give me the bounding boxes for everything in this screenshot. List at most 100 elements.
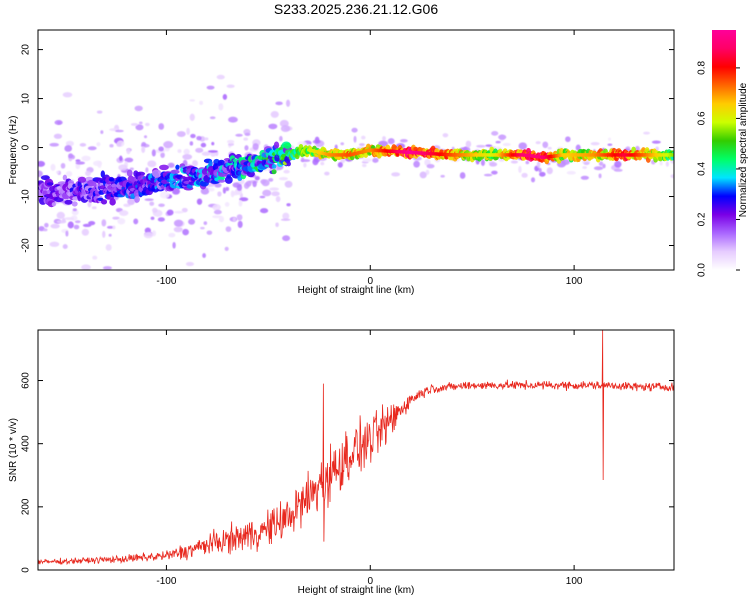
- heat-noise-blob: [61, 163, 66, 169]
- heat-noise-blob: [312, 159, 318, 166]
- heat-noise-blob: [57, 220, 67, 223]
- heat-noise-blob: [63, 92, 73, 97]
- heat-noise-blob: [174, 220, 183, 227]
- heat-noise-blob: [484, 174, 492, 177]
- heat-noise-blob: [117, 218, 125, 225]
- heat-noise-blob: [182, 229, 189, 236]
- heat-noise-blob: [260, 196, 266, 199]
- snr-panel: -100 0 1000200400600 Height of straight li…: [8, 330, 674, 596]
- heat-noise-blob: [244, 145, 248, 150]
- heat-ridge-blob: [272, 164, 277, 169]
- heat-noise-blob: [200, 227, 205, 229]
- heat-noise-blob: [354, 136, 357, 143]
- heat-noise-blob: [73, 208, 77, 211]
- heat-noise-blob: [151, 217, 155, 220]
- heat-noise-blob: [211, 142, 214, 146]
- heat-noise-blob: [491, 171, 497, 175]
- heat-noise-blob: [75, 161, 85, 164]
- heat-noise-blob: [207, 86, 215, 90]
- colorbar-label: Normalized spectral amplitude: [738, 82, 749, 217]
- heat-noise-blob: [268, 124, 277, 130]
- heat-ridge-blob: [86, 177, 93, 180]
- heat-noise-blob: [226, 226, 232, 232]
- heat-noise-blob: [539, 172, 546, 177]
- heat-noise-blob: [351, 128, 357, 133]
- heat-noise-blob: [152, 149, 156, 156]
- heat-noise-blob: [281, 218, 291, 220]
- heat-noise-blob: [582, 166, 587, 169]
- heat-noise-blob: [237, 184, 242, 191]
- heat-ridge-blob: [101, 199, 107, 204]
- heat-noise-blob: [196, 136, 201, 140]
- heat-noise-blob: [214, 210, 222, 215]
- heat-noise-blob: [141, 146, 145, 153]
- heat-noise-blob: [92, 256, 97, 260]
- heat-noise-blob: [81, 264, 91, 270]
- heat-ridge-blob: [159, 165, 169, 171]
- heat-noise-blob: [152, 208, 158, 213]
- heat-noise-blob: [443, 133, 449, 137]
- heat-noise-blob: [243, 137, 248, 140]
- heat-noise-blob: [372, 158, 378, 163]
- heat-noise-blob: [133, 218, 138, 224]
- snr-xlabel: Height of straight line (km): [298, 585, 415, 596]
- heat-noise-blob: [542, 141, 548, 148]
- heat-noise-blob: [82, 229, 89, 236]
- heat-noise-blob: [315, 137, 320, 144]
- heat-noise-blob: [581, 176, 589, 180]
- heat-ridge-blob: [287, 161, 291, 166]
- heat-noise-blob: [93, 161, 102, 166]
- heat-noise-blob: [614, 161, 621, 168]
- heat-noise-blob: [207, 230, 213, 234]
- heat-noise-blob: [607, 144, 612, 146]
- heat-ridge-blob: [127, 170, 133, 177]
- heat-noise-blob: [420, 172, 427, 179]
- colorbar-tick-label: 0.0: [697, 263, 708, 277]
- heat-noise-blob: [100, 130, 103, 134]
- heat-noise-blob: [476, 145, 485, 148]
- heat-noise-blob: [158, 204, 165, 207]
- y-tick-label: -10: [21, 189, 32, 204]
- heat-noise-blob: [141, 142, 146, 146]
- heat-noise-blob: [227, 85, 235, 88]
- heat-noise-blob: [485, 144, 492, 147]
- heat-noise-blob: [197, 198, 202, 204]
- heat-noise-blob: [666, 161, 669, 167]
- y-tick-label: 0: [21, 567, 32, 573]
- heat-noise-blob: [217, 191, 221, 196]
- heat-noise-blob: [271, 191, 280, 196]
- heat-noise-blob: [279, 177, 288, 180]
- figure: S233.2025.236.21.12.G06 -100 0 100-20-1001…: [0, 0, 750, 600]
- spectrogram-ylabel: Frequency (Hz): [8, 116, 19, 185]
- heat-noise-blob: [101, 219, 106, 226]
- heat-noise-blob: [359, 143, 365, 146]
- heat-noise-blob: [202, 253, 206, 258]
- heat-noise-blob: [88, 146, 97, 150]
- heat-noise-blob: [536, 141, 541, 144]
- heat-noise-blob: [192, 160, 198, 167]
- heat-ridge-blob: [175, 165, 179, 170]
- heat-noise-blob: [481, 159, 485, 166]
- heat-noise-blob: [268, 178, 273, 182]
- heat-noise-blob: [127, 198, 135, 205]
- colorbar-tick-label: 0.6: [697, 111, 708, 125]
- heat-noise-blob: [65, 231, 68, 237]
- heat-noise-blob: [584, 162, 590, 165]
- colorbar-tick-label: 0.8: [697, 61, 708, 75]
- heat-noise-blob: [271, 111, 279, 118]
- heat-noise-blob: [599, 174, 602, 179]
- heat-ridge-blob: [72, 201, 78, 206]
- heat-ridge-blob: [136, 172, 145, 176]
- heat-noise-blob: [49, 143, 59, 147]
- heat-noise-blob: [149, 201, 154, 205]
- heat-noise-blob: [50, 224, 59, 229]
- heat-noise-blob: [64, 145, 72, 152]
- heat-noise-blob: [145, 123, 150, 126]
- heat-ridge-blob: [65, 200, 73, 205]
- colorbar-tick-label: 0.4: [697, 162, 708, 176]
- heat-noise-blob: [282, 235, 290, 241]
- heat-noise-blob: [262, 190, 271, 197]
- heat-noise-blob: [50, 164, 55, 171]
- heat-noise-blob: [260, 208, 268, 213]
- x-tick-label: -100: [156, 276, 176, 287]
